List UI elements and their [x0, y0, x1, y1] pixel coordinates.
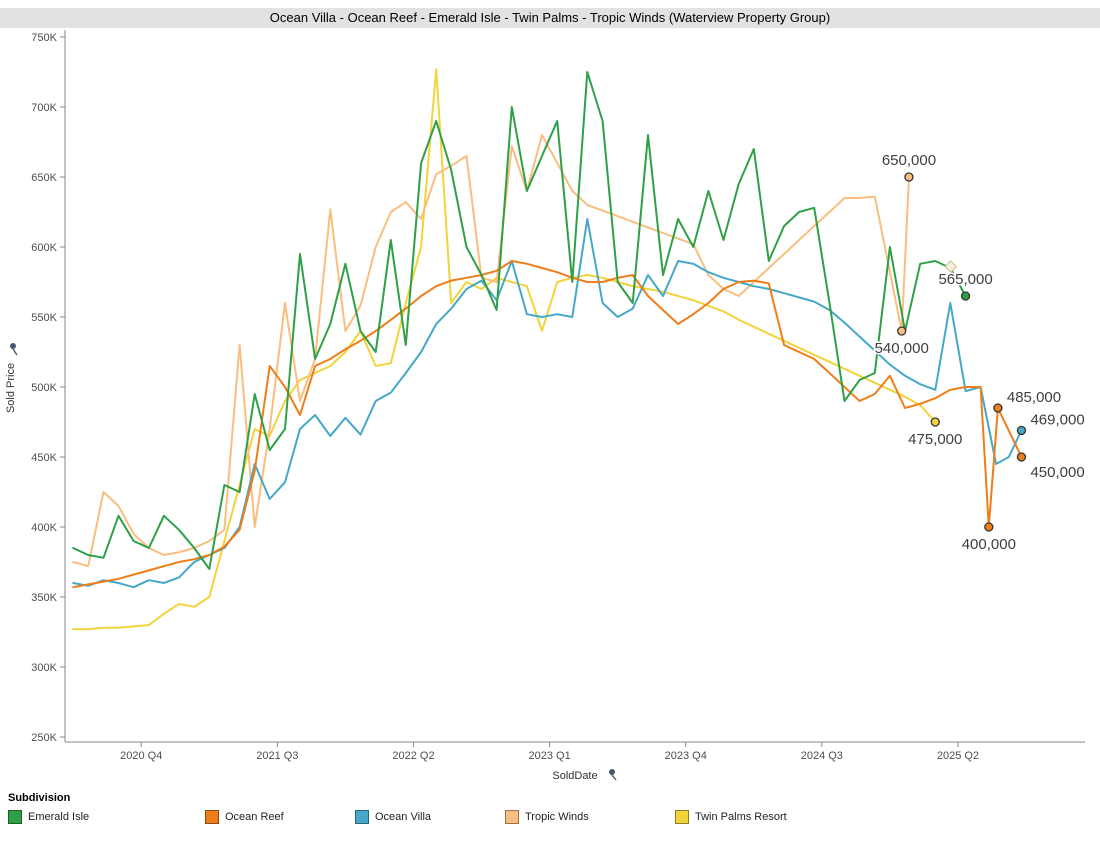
- legend-item-emerald-isle[interactable]: Emerald Isle: [8, 810, 89, 824]
- value-label: 485,000: [1007, 389, 1061, 406]
- x-tick-label: 2023 Q4: [665, 750, 707, 762]
- y-tick-label: 400K: [31, 522, 57, 534]
- y-tick-label: 300K: [31, 662, 57, 674]
- value-label: 400,000: [962, 536, 1016, 553]
- y-tick-label: 650K: [31, 172, 57, 184]
- axes: 750K 700K 650K 600K 550K 500K 450K 400K 350K 300K…: [31, 30, 1085, 762]
- legend-title: Subdivision: [8, 792, 71, 804]
- y-tick-label: 550K: [31, 312, 57, 324]
- legend-item-twin-palms-resort[interactable]: Twin Palms Resort: [675, 810, 787, 824]
- series-line-emerald-isle[interactable]: [72, 71, 967, 570]
- legend-item-label: Tropic Winds: [525, 811, 589, 823]
- x-tick-label: 2023 Q1: [528, 750, 570, 762]
- legend-swatch: [355, 810, 369, 824]
- legend-swatch: [205, 810, 219, 824]
- y-axis-pin-icon[interactable]: [10, 343, 18, 356]
- series-line-tropic-winds[interactable]: [72, 134, 910, 568]
- chart-title-text: Ocean Villa - Ocean Reef - Emerald Isle …: [269, 10, 831, 25]
- series-lines: [72, 68, 1023, 631]
- legend: Subdivision Emerald Isle Ocean Reef Ocean …: [0, 786, 1100, 850]
- x-tick-label: 2021 Q3: [256, 750, 298, 762]
- value-label: 565,000: [938, 271, 992, 288]
- y-axis-label[interactable]: Sold Price: [5, 363, 17, 413]
- legend-items: Emerald Isle Ocean Reef Ocean Villa Tropic …: [8, 810, 1092, 828]
- legend-item-label: Emerald Isle: [28, 811, 90, 823]
- x-tick-label: 2022 Q2: [392, 750, 434, 762]
- y-tick-label: 350K: [31, 592, 57, 604]
- legend-item-ocean-villa[interactable]: Ocean Villa: [355, 810, 431, 824]
- legend-item-ocean-reef[interactable]: Ocean Reef: [205, 810, 284, 824]
- value-label: 469,000: [1030, 411, 1084, 428]
- end-marker-ocean-reef[interactable]: [984, 522, 994, 532]
- y-tick-label: 250K: [31, 732, 57, 744]
- x-axis-label[interactable]: SoldDate: [552, 770, 597, 782]
- legend-item-label: Ocean Villa: [375, 811, 432, 823]
- end-marker-tropic-winds[interactable]: [897, 326, 907, 336]
- end-marker-ocean-reef[interactable]: [993, 403, 1003, 413]
- value-label: 650,000: [882, 152, 936, 169]
- legend-item-label: Ocean Reef: [225, 811, 284, 823]
- x-tick-label: 2024 Q3: [801, 750, 843, 762]
- end-marker-ocean-villa[interactable]: [1016, 425, 1027, 436]
- legend-swatch: [8, 810, 22, 824]
- highlight-diamond-marker: [944, 260, 958, 273]
- x-tick-label: 2025 Q2: [937, 750, 979, 762]
- series-line-ocean-reef[interactable]: [72, 260, 1023, 589]
- y-tick-label: 750K: [31, 32, 57, 44]
- legend-swatch: [675, 810, 689, 824]
- legend-item-tropic-winds[interactable]: Tropic Winds: [505, 810, 589, 824]
- y-tick-label: 700K: [31, 102, 57, 114]
- value-label: 540,000: [875, 340, 929, 357]
- end-marker-tropic-winds[interactable]: [904, 172, 914, 182]
- y-tick-label: 450K: [31, 452, 57, 464]
- y-tick-label: 500K: [31, 382, 57, 394]
- x-axis-pin-icon[interactable]: [609, 769, 617, 781]
- value-label: 475,000: [908, 431, 962, 448]
- price-trend-chart: Sold Price SoldDate 750K 700K 650K 600K 550K…: [5, 30, 1086, 782]
- legend-swatch: [505, 810, 519, 824]
- y-tick-label: 600K: [31, 242, 57, 254]
- annotations-layer: 650,000 565,000 540,000 485,000 469,000 475,0…: [873, 151, 1086, 555]
- end-marker-twin-palms-resort[interactable]: [930, 417, 940, 427]
- value-label: 450,000: [1030, 464, 1084, 481]
- end-marker-ocean-reef[interactable]: [1016, 452, 1027, 462]
- end-marker-emerald-isle[interactable]: [960, 291, 971, 301]
- x-tick-label: 2020 Q4: [120, 750, 162, 762]
- legend-item-label: Twin Palms Resort: [695, 811, 787, 823]
- chart-title-bar: Ocean Villa - Ocean Reef - Emerald Isle …: [0, 8, 1100, 28]
